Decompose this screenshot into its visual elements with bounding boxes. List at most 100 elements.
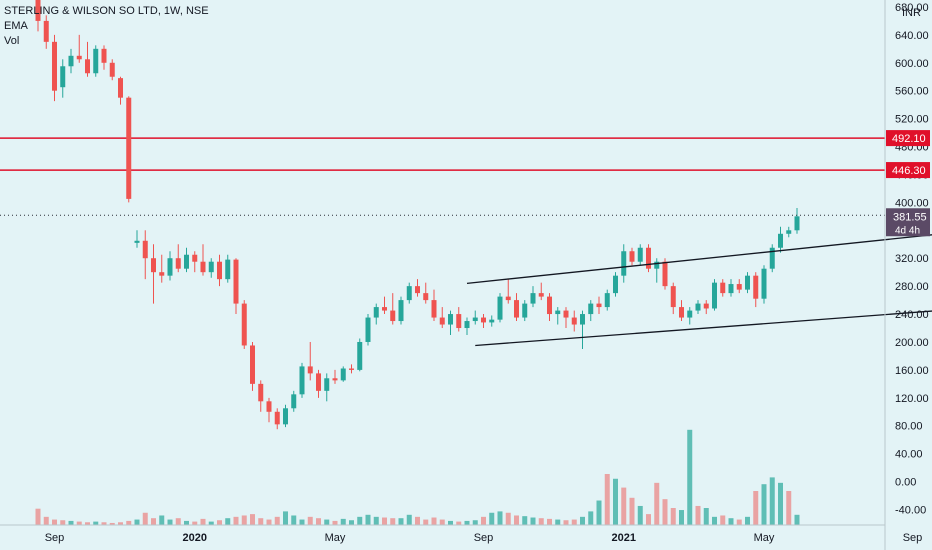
volume-bar xyxy=(695,505,701,525)
volume-bar xyxy=(654,482,660,525)
candle-body xyxy=(794,216,800,231)
candle-body xyxy=(662,261,668,287)
candle-body xyxy=(151,258,156,273)
volume-bar xyxy=(151,518,156,525)
candle-body xyxy=(448,314,453,325)
candle-body xyxy=(167,258,173,276)
volume-bar xyxy=(778,482,783,525)
time-axis-label: Sep xyxy=(903,532,923,544)
candle-body xyxy=(266,401,272,412)
plot-area[interactable] xyxy=(0,0,885,525)
volume-bar xyxy=(464,520,470,525)
volume-bar xyxy=(76,521,82,525)
candle-body xyxy=(200,261,206,273)
candle-body xyxy=(522,303,528,318)
volume-bar xyxy=(687,429,693,525)
volume-bar xyxy=(184,520,189,525)
volume-bar xyxy=(340,518,346,525)
candle-body xyxy=(621,251,627,276)
candle-body xyxy=(142,240,148,259)
candle-body xyxy=(52,41,57,91)
volume-bar xyxy=(736,519,742,525)
candle-body xyxy=(654,261,660,269)
volume-bar xyxy=(93,521,99,525)
last-price-tag-value: 381.55 xyxy=(893,211,927,223)
candle-body xyxy=(720,282,726,294)
candle-body xyxy=(580,314,585,325)
candle-body xyxy=(646,247,651,269)
volume-bar xyxy=(514,515,519,525)
volume-bar xyxy=(637,505,643,525)
volume-bar xyxy=(679,510,684,525)
ema-indicator-label[interactable]: EMA xyxy=(4,20,28,32)
volume-bar xyxy=(571,519,577,525)
candle-body xyxy=(547,296,552,315)
volume-bar xyxy=(134,519,140,525)
volume-bar xyxy=(423,519,429,525)
volume-bar xyxy=(538,518,544,525)
volume-bar xyxy=(431,517,437,525)
candle-body xyxy=(324,378,330,391)
volume-bar xyxy=(712,516,717,525)
candle-body xyxy=(588,303,594,315)
volume-bar xyxy=(415,516,420,525)
symbol-title[interactable]: STERLING & WILSON SO LTD, 1W, NSE xyxy=(4,5,209,17)
candle-body xyxy=(555,310,561,315)
volume-bar xyxy=(497,511,503,525)
volume-bar xyxy=(670,508,676,525)
volume-bar xyxy=(769,477,775,525)
candle-body xyxy=(233,259,239,304)
candle-body xyxy=(745,275,750,290)
candle-body xyxy=(332,378,338,381)
candle-body xyxy=(184,254,189,269)
price-axis-label: 240.00 xyxy=(895,309,929,321)
volume-bar xyxy=(646,514,651,525)
volume-bar xyxy=(118,522,123,525)
volume-bar xyxy=(85,522,90,525)
volume-bar xyxy=(596,500,602,525)
candle-body xyxy=(283,408,288,425)
volume-bar xyxy=(365,514,371,525)
volume-bar xyxy=(241,515,247,525)
volume-bar xyxy=(192,521,198,525)
volume-bar xyxy=(406,514,412,525)
volume-indicator-label[interactable]: Vol xyxy=(4,35,20,47)
volume-bar xyxy=(324,519,330,525)
volume-bar xyxy=(522,516,528,525)
volume-bar xyxy=(274,516,280,525)
price-axis-label: 680.00 xyxy=(895,2,929,14)
last-price-tag xyxy=(886,208,930,237)
volume-bar xyxy=(217,520,222,525)
volume-bar xyxy=(316,518,321,525)
volume-bar xyxy=(43,516,49,525)
candle-body xyxy=(637,247,643,262)
candle-body xyxy=(225,259,231,280)
candle-body xyxy=(472,317,478,322)
volume-bar xyxy=(563,520,569,525)
last-price-countdown: 4d 4h xyxy=(895,225,920,236)
candle-body xyxy=(670,286,676,308)
alert-price-tag xyxy=(886,162,930,179)
time-axis-label: 2020 xyxy=(183,532,207,544)
candle-body xyxy=(241,303,247,346)
candle-body xyxy=(439,317,445,325)
volume-bar xyxy=(52,519,57,525)
candle-body xyxy=(563,310,569,318)
trend-line xyxy=(466,234,932,284)
volume-bar xyxy=(307,516,313,525)
price-axis-label: 520.00 xyxy=(895,114,929,126)
volume-bar xyxy=(489,512,495,525)
volume-bar xyxy=(142,512,148,525)
volume-bar xyxy=(794,514,800,525)
trend-line xyxy=(475,310,932,347)
price-axis-label: 40.00 xyxy=(895,449,923,461)
price-axis-label: 320.00 xyxy=(895,253,929,265)
volume-bar xyxy=(439,519,445,525)
candle-body xyxy=(530,293,536,304)
volume-bar xyxy=(109,522,115,525)
candle-body xyxy=(208,261,214,273)
volume-bar xyxy=(233,516,239,525)
volume-bar xyxy=(159,515,165,525)
volume-bar xyxy=(703,508,709,525)
